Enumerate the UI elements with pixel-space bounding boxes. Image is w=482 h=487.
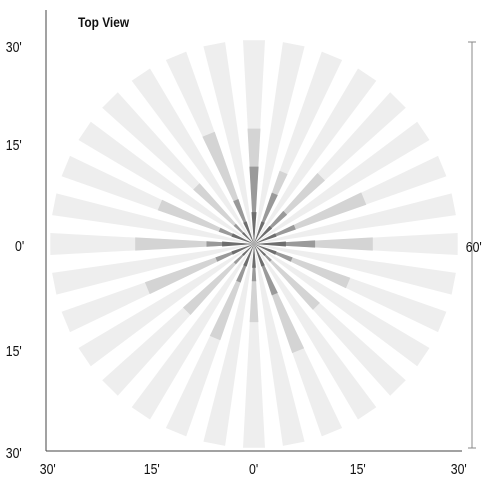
light-ray-5 (254, 121, 430, 244)
inner-ray-0 (251, 212, 257, 244)
light-ray-15 (254, 244, 305, 446)
inner-ray-3 (254, 233, 277, 244)
inner-ray-6 (254, 244, 266, 256)
inner-ray-14 (242, 232, 254, 244)
inner-ray-15 (243, 221, 254, 244)
inner-ray-13 (231, 233, 254, 244)
inner-ray-8 (252, 244, 256, 268)
inner-coverage-rays (222, 212, 286, 268)
inner-ray-4 (254, 241, 286, 247)
x-tick-label-left: 30' (40, 461, 56, 477)
light-ray-11 (254, 244, 430, 367)
y-tick-label-upper: 15' (6, 137, 22, 153)
light-ray-21 (78, 244, 254, 367)
light-ray-9 (254, 244, 456, 295)
light-ray-13 (254, 244, 377, 420)
inner-ray-5 (254, 244, 277, 255)
dark-ray-0 (249, 166, 259, 244)
light-ray-7 (254, 193, 456, 244)
light-ray-25 (52, 193, 254, 244)
inner-ray-12 (222, 241, 254, 247)
y-tick-label-top: 30' (6, 39, 22, 55)
width-dimension-label: 60' (466, 239, 482, 255)
x-tick-label-center: 0' (249, 461, 258, 477)
light-ray-1 (254, 42, 305, 244)
inner-ray-11 (231, 244, 254, 255)
y-tick-label-lower: 15' (6, 343, 22, 359)
x-tick-label-left-mid: 15' (144, 461, 160, 477)
x-tick-label-right: 30' (451, 461, 467, 477)
light-ray-31 (203, 42, 254, 244)
inner-ray-1 (254, 221, 265, 244)
light-ray-16 (243, 244, 265, 448)
inner-ray-2 (254, 225, 273, 244)
mid-ray-12 (135, 237, 254, 251)
light-ray-19 (131, 244, 254, 420)
light-ray-27 (78, 121, 254, 244)
inner-ray-7 (254, 244, 265, 267)
light-ray-3 (254, 68, 377, 244)
y-tick-label-bottom: 30' (6, 445, 22, 461)
inner-ray-9 (243, 244, 254, 267)
diagram-title: Top View (78, 14, 130, 30)
light-ray-29 (131, 68, 254, 244)
x-tick-label-right-mid: 15' (350, 461, 366, 477)
light-ray-17 (203, 244, 254, 446)
light-ray-23 (52, 244, 254, 295)
y-tick-label-center: 0' (15, 238, 24, 254)
mid-ray-8 (249, 244, 259, 323)
inner-ray-10 (242, 244, 254, 256)
